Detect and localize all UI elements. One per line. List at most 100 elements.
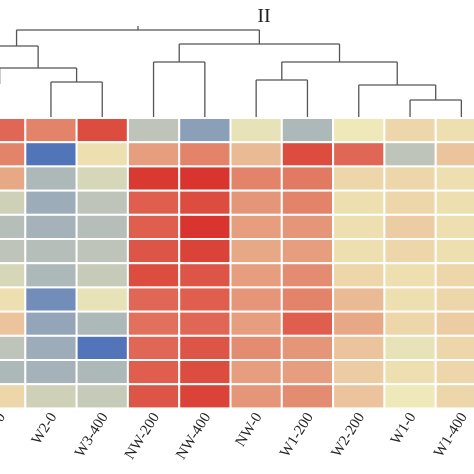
column-label: 0 — [0, 410, 9, 425]
heatmap-cell — [75, 165, 129, 192]
heatmap-cell — [332, 310, 386, 337]
heatmap-cell — [434, 165, 474, 192]
column-label: W1-200 — [277, 410, 317, 460]
heatmap-cell — [126, 238, 181, 265]
heatmap-cell — [434, 383, 474, 410]
heatmap-cell — [0, 262, 27, 289]
heatmap-cell — [178, 117, 232, 144]
heatmap-cell — [178, 165, 232, 192]
heatmap-cell — [280, 238, 335, 265]
column-label: NW-0 — [233, 410, 266, 450]
heatmap-cells — [0, 117, 474, 410]
heatmap-cell — [126, 213, 181, 241]
heatmap-cell — [229, 117, 283, 144]
heatmap-cell — [24, 334, 78, 361]
heatmap-cell — [229, 213, 283, 241]
heatmap-cell — [0, 286, 27, 313]
heatmap-cell — [24, 286, 78, 313]
heatmap-cell — [332, 165, 386, 192]
heatmap-cell — [229, 141, 283, 168]
heatmap-cell — [229, 262, 283, 289]
heatmap-cell — [126, 165, 181, 192]
heatmap-cell — [0, 359, 27, 386]
heatmap-cell — [178, 213, 232, 241]
heatmap-cell — [178, 359, 232, 386]
heatmap-cell — [383, 141, 437, 168]
heatmap-cell — [229, 286, 283, 313]
column-label: W3-400 — [72, 410, 112, 460]
heatmap-cell — [280, 117, 335, 144]
column-labels: 0 W2-0 W3-400 NW-200 NW-400 NW-0 W1-200 W2-200 W… — [0, 410, 471, 462]
heatmap-cell — [178, 141, 232, 168]
heatmap-cell — [434, 286, 474, 313]
heatmap-cell — [75, 310, 129, 337]
heatmap-cell — [383, 310, 437, 337]
heatmap-cell — [280, 383, 335, 410]
column-label: W1-0 — [388, 410, 420, 447]
heatmap-cell — [280, 286, 335, 313]
column-label: W2-0 — [29, 410, 61, 447]
heatmap-cell — [75, 141, 129, 168]
heatmap-cell — [24, 189, 78, 216]
heatmap-cell — [434, 262, 474, 289]
heatmap-cell — [75, 213, 129, 241]
heatmap-cell — [0, 141, 27, 168]
heatmap-cell — [24, 141, 78, 168]
heatmap-cell — [383, 189, 437, 216]
heatmap-cell — [126, 383, 181, 410]
heatmap-cell — [75, 359, 129, 386]
heatmap-cell — [383, 238, 437, 265]
heatmap-cell — [332, 117, 386, 144]
heatmap-cell — [75, 238, 129, 265]
heatmap-cell — [178, 262, 232, 289]
heatmap-cell — [229, 383, 283, 410]
heatmap-cell — [332, 383, 386, 410]
heatmap-cell — [126, 359, 181, 386]
heatmap-cell — [126, 262, 181, 289]
heatmap-cell — [24, 262, 78, 289]
heatmap-cell — [383, 383, 437, 410]
heatmap-cell — [75, 334, 129, 361]
heatmap-cell — [280, 334, 335, 361]
column-dendrogram — [0, 26, 463, 118]
heatmap-cell — [24, 359, 78, 386]
heatmap-cell — [178, 189, 232, 216]
heatmap-cell — [24, 238, 78, 265]
heatmap-cell — [280, 213, 335, 241]
heatmap-cell — [434, 117, 474, 144]
heatmap-cell — [126, 189, 181, 216]
heatmap-cell — [383, 213, 437, 241]
heatmap-cell — [332, 262, 386, 289]
heatmap-cell — [383, 334, 437, 361]
heatmap-cell — [126, 310, 181, 337]
heatmap-cell — [178, 310, 232, 337]
heatmap-cell — [434, 238, 474, 265]
heatmap-cell — [332, 141, 386, 168]
heatmap-cell — [75, 117, 129, 144]
heatmap-cell — [280, 165, 335, 192]
heatmap-cell — [0, 334, 27, 361]
heatmap-cell — [178, 334, 232, 361]
heatmap-cell — [280, 141, 335, 168]
heatmap-cell — [434, 141, 474, 168]
heatmap-cell — [0, 213, 27, 241]
column-label: W2-200 — [329, 410, 369, 460]
heatmap-cell — [229, 334, 283, 361]
heatmap-cell — [383, 262, 437, 289]
heatmap-cell — [0, 238, 27, 265]
heatmap-cell — [280, 189, 335, 216]
heatmap-cell — [434, 359, 474, 386]
heatmap-cell — [332, 238, 386, 265]
heatmap-cell — [178, 238, 232, 265]
heatmap-cell — [332, 334, 386, 361]
heatmap-cell — [280, 262, 335, 289]
heatmap-cell — [434, 213, 474, 241]
heatmap-cell — [280, 310, 335, 337]
heatmap-cell — [126, 141, 181, 168]
heatmap-cell — [383, 117, 437, 144]
heatmap-cell — [24, 165, 78, 192]
heatmap-cell — [229, 359, 283, 386]
heatmap-cell — [434, 334, 474, 361]
heatmap-cell — [229, 189, 283, 216]
